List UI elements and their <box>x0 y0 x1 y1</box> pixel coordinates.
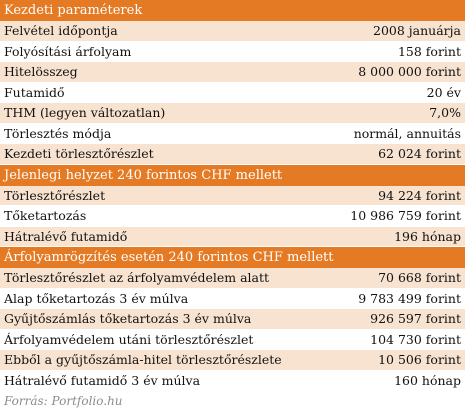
row-label: Ebből a gyűjtőszámla-hitel törlesztőrész… <box>4 352 282 368</box>
row-label: Kezdeti törlesztőrészlet <box>4 146 154 162</box>
row-value: 7,0% <box>429 105 461 121</box>
row-label: THM (legyen változatlan) <box>4 105 166 121</box>
row-value: 70 668 forint <box>378 270 461 286</box>
table-row: Futamidő 20 év <box>0 82 465 103</box>
table-row: Törlesztőrészlet az árfolyamvédelem alat… <box>0 268 465 289</box>
table-row: Ebből a gyűjtőszámla-hitel törlesztőrész… <box>0 350 465 371</box>
table-row: THM (legyen változatlan) 7,0% <box>0 103 465 124</box>
table-row: Törlesztőrészlet 94 224 forint <box>0 185 465 206</box>
row-value: 104 730 forint <box>370 331 461 347</box>
row-value: 9 783 499 forint <box>358 290 461 306</box>
row-value: 20 év <box>426 84 461 100</box>
row-value: normál, annuitás <box>353 125 461 141</box>
row-value: 196 hónap <box>394 228 461 244</box>
row-label: Árfolyamvédelem utáni törlesztőrészlet <box>4 331 254 347</box>
table-row: Hitelösszeg 8 000 000 forint <box>0 62 465 83</box>
row-label: Törlesztőrészlet az árfolyamvédelem alat… <box>4 270 270 286</box>
row-label: Futamidő <box>4 84 65 100</box>
row-value: 62 024 forint <box>378 146 461 162</box>
row-label: Tőketartozás <box>4 208 87 224</box>
table-row: Alap tőketartozás 3 év múlva 9 783 499 fo… <box>0 288 465 309</box>
source-note: Forrás: Portfolio.hu <box>4 394 123 408</box>
table-row: Árfolyamvédelem utáni törlesztőrészlet 10… <box>0 329 465 350</box>
row-label: Hátralévő futamidő 3 év múlva <box>4 372 201 388</box>
row-value: 926 597 forint <box>370 311 461 327</box>
row-value: 2008 januárja <box>373 23 461 39</box>
row-value: 94 224 forint <box>378 187 461 203</box>
row-value: 158 forint <box>397 43 461 59</box>
section-header-initial: Kezdeti paraméterek <box>0 0 465 21</box>
row-label: Hitelösszeg <box>4 64 78 80</box>
table-row: Hátralévő futamidő 3 év múlva 160 hónap <box>0 370 465 391</box>
table-row: Tőketartozás 10 986 759 forint <box>0 206 465 227</box>
table-row: Hátralévő futamidő 196 hónap <box>0 226 465 247</box>
row-label: Felvétel időpontja <box>4 23 118 39</box>
row-value: 10 986 759 forint <box>350 208 461 224</box>
table-row: Gyűjtőszámlás tőketartozás 3 év múlva 926… <box>0 309 465 330</box>
table-row: Kezdeti törlesztőrészlet 62 024 forint <box>0 144 465 165</box>
section-header-fixing: Árfolyamrögzítés esetén 240 forintos CHF… <box>0 247 465 268</box>
row-value: 8 000 000 forint <box>358 64 461 80</box>
row-label: Folyósítási árfolyam <box>4 43 132 59</box>
row-value: 160 hónap <box>394 372 461 388</box>
section-header-current: Jelenlegi helyzet 240 forintos CHF melle… <box>0 164 465 186</box>
row-label: Gyűjtőszámlás tőketartozás 3 év múlva <box>4 311 252 327</box>
row-label: Törlesztőrészlet <box>4 187 106 203</box>
row-label: Törlesztés módja <box>4 125 112 141</box>
row-value: 10 506 forint <box>378 352 461 368</box>
row-label: Hátralévő futamidő <box>4 228 128 244</box>
row-label: Alap tőketartozás 3 év múlva <box>4 290 189 306</box>
table-row: Folyósítási árfolyam 158 forint <box>0 41 465 62</box>
table-row: Felvétel időpontja 2008 januárja <box>0 21 465 42</box>
table-row: Törlesztés módja normál, annuitás <box>0 123 465 144</box>
